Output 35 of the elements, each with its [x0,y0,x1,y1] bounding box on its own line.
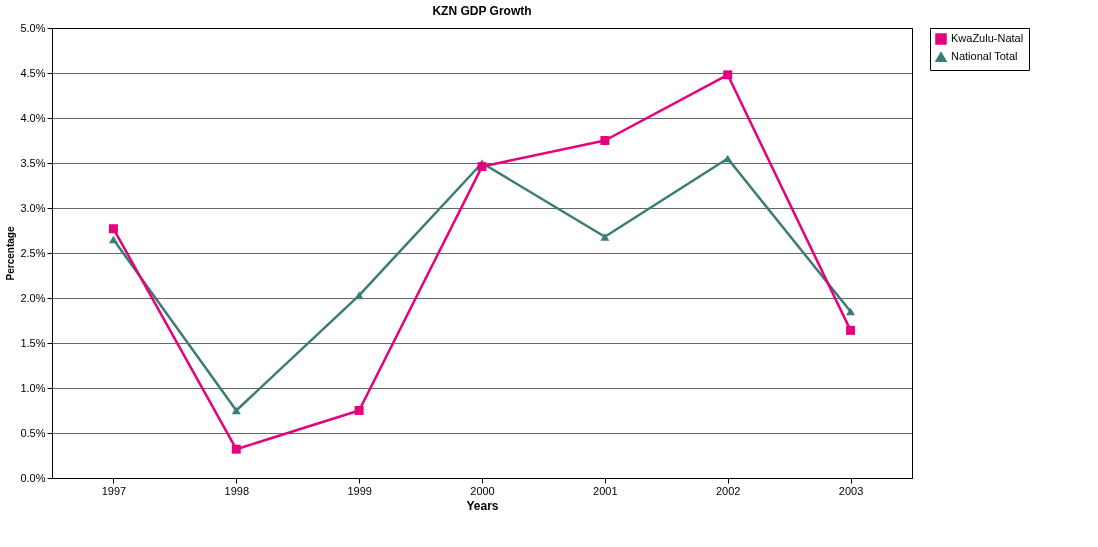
legend-label: National Total [951,50,1018,62]
point [846,325,856,335]
y-tick-label: 2.5% [20,246,46,259]
y-tick-label: 4.5% [20,66,46,79]
point [846,307,856,316]
point [354,406,364,415]
y-tick-label: 1.5% [20,336,46,349]
point [723,154,733,163]
y-tick-label: 4.0% [20,111,46,124]
point [600,232,610,241]
legend-label: KwaZulu-Natal [951,32,1024,44]
x-tick-label: 1999 [347,484,372,497]
x-axis-title: Years [466,498,499,513]
point [231,444,241,454]
y-tick-label: 1.0% [20,381,46,394]
point [600,136,610,145]
x-tick-label: 2002 [715,484,741,497]
chart-title: KZN GDP Growth [432,4,532,18]
y-axis-title: Percentage [5,226,17,281]
point [354,291,364,300]
x-tick-label: 2003 [838,484,864,497]
y-tick-label: 2.0% [20,291,46,304]
x-tick-label: 2001 [593,484,618,497]
y-tick-label: 0.0% [20,471,46,484]
x-tick-label: 1997 [101,484,127,497]
y-tick-label: 3.5% [20,156,46,169]
x-tick-label: 2000 [470,484,495,497]
x-tick-label: 1998 [224,484,250,497]
point [108,224,118,234]
point [477,162,487,172]
point [723,70,733,80]
y-tick-label: 0.5% [20,426,46,439]
y-tick-label: 5.0% [20,21,46,34]
y-tick-label: 3.0% [20,201,46,214]
point [231,406,241,415]
